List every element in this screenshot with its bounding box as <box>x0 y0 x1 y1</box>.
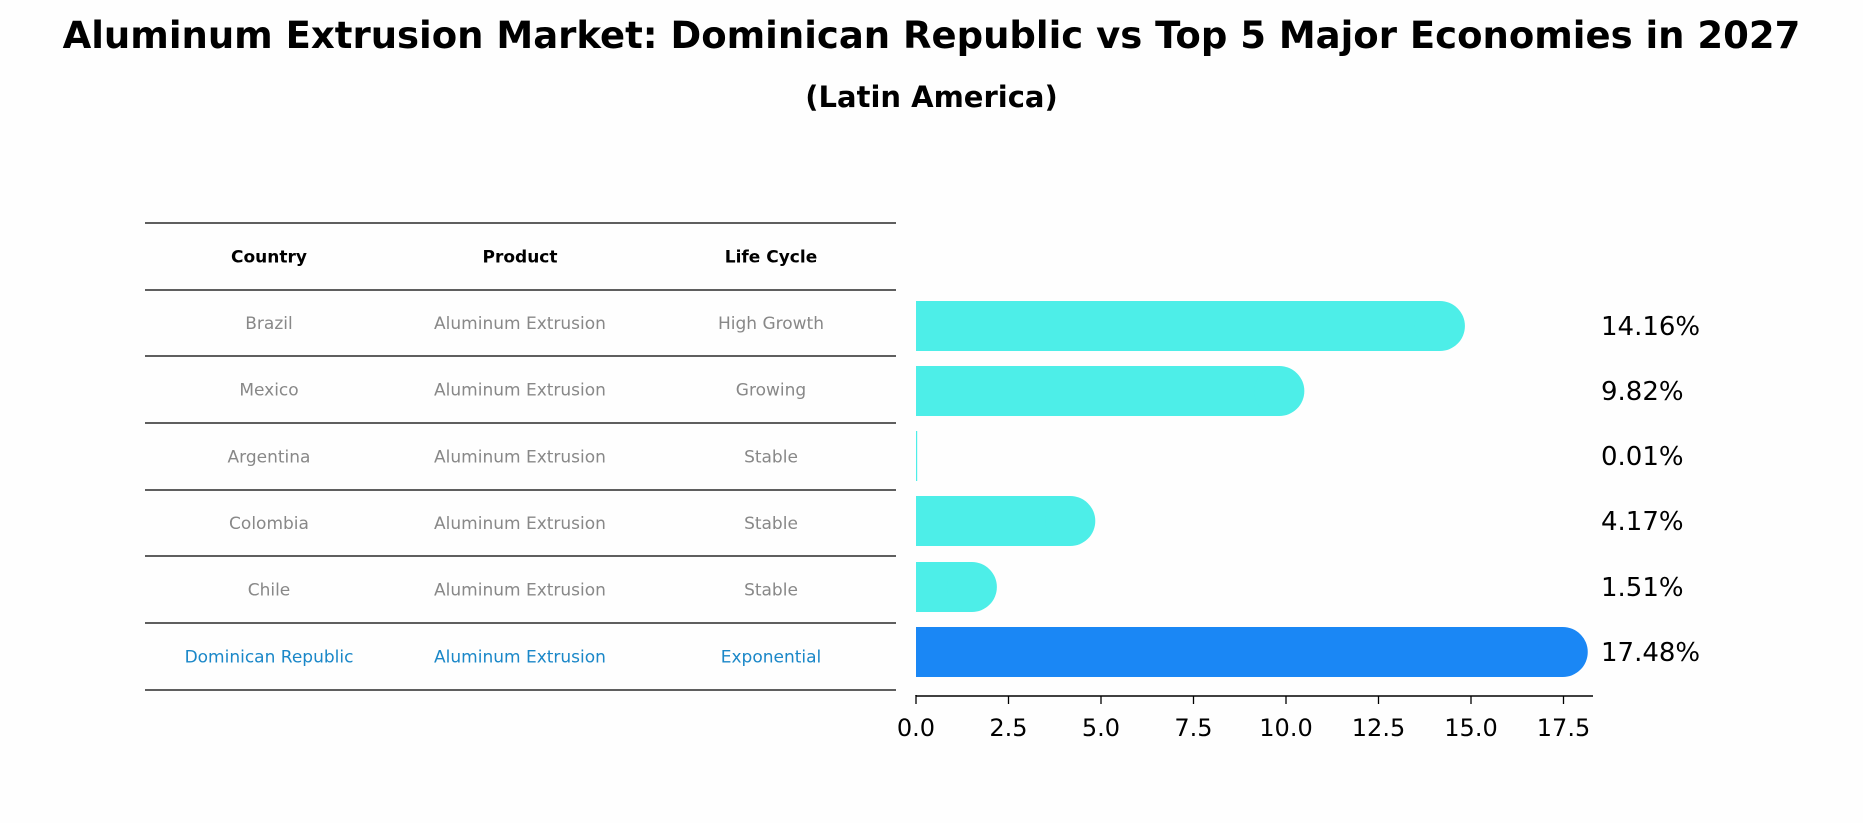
table-header-life-cycle: Life Cycle <box>725 248 818 268</box>
bar-cap <box>1254 366 1305 416</box>
table-cell: Mexico <box>239 381 298 401</box>
table-header-product: Product <box>483 248 558 268</box>
table-cell: Aluminum Extrusion <box>434 581 606 601</box>
bar <box>916 431 918 481</box>
table-cell: Growing <box>736 381 806 401</box>
table-cell: Aluminum Extrusion <box>434 448 606 468</box>
table-cell: Aluminum Extrusion <box>434 381 606 401</box>
table-cell: Exponential <box>721 648 822 668</box>
table-cell: Brazil <box>245 314 292 334</box>
data-label: 9.82% <box>1601 377 1684 407</box>
chart-subtitle: (Latin America) <box>805 80 1058 114</box>
table-cell: Chile <box>248 581 291 601</box>
table-cell: Aluminum Extrusion <box>434 514 606 534</box>
bar <box>916 496 1071 546</box>
bar <box>916 301 1440 351</box>
table-cell: Colombia <box>229 514 309 534</box>
bar <box>916 627 1563 677</box>
table-cell: Stable <box>744 448 798 468</box>
data-label: 14.16% <box>1601 312 1700 342</box>
x-tick-label: 0.0 <box>897 714 935 742</box>
x-tick-label: 12.5 <box>1352 714 1405 742</box>
table-cell: Stable <box>744 514 798 534</box>
bar-cap <box>1414 301 1465 351</box>
x-tick-label: 2.5 <box>989 714 1027 742</box>
bar-cap <box>1045 496 1096 546</box>
bar-cap <box>1537 627 1588 677</box>
x-tick-label: 10.0 <box>1259 714 1312 742</box>
table-cell: Dominican Republic <box>185 648 354 668</box>
x-tick-label: 15.0 <box>1444 714 1497 742</box>
table-cell: Stable <box>744 581 798 601</box>
table-cell: Aluminum Extrusion <box>434 314 606 334</box>
data-label: 4.17% <box>1601 507 1684 537</box>
chart-title: Aluminum Extrusion Market: Dominican Rep… <box>62 14 1801 57</box>
x-tick-label: 17.5 <box>1537 714 1590 742</box>
table-cell: Aluminum Extrusion <box>434 648 606 668</box>
bar <box>916 366 1280 416</box>
x-tick-label: 7.5 <box>1174 714 1212 742</box>
table-header-country: Country <box>231 248 307 268</box>
bar-cap <box>946 562 997 612</box>
data-label: 1.51% <box>1601 573 1684 603</box>
data-label: 17.48% <box>1601 638 1700 668</box>
data-label: 0.01% <box>1601 442 1684 472</box>
x-tick-label: 5.0 <box>1082 714 1120 742</box>
table-cell: High Growth <box>718 314 824 334</box>
table-cell: Argentina <box>228 448 311 468</box>
